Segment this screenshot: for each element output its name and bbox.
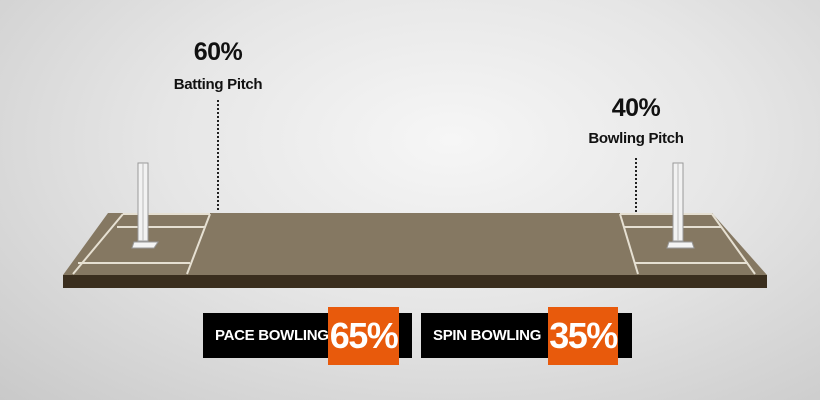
batting-percent: 60% <box>193 38 243 66</box>
left-stumps-icon <box>131 162 159 249</box>
bowling-percent: 40% <box>611 94 661 122</box>
pitch-surface <box>63 213 767 275</box>
spin-bowling-label: SPIN BOWLING <box>433 327 542 344</box>
bowling-label: Bowling Pitch <box>588 130 684 147</box>
pitch-edge <box>63 275 767 288</box>
right-stumps-icon <box>666 162 695 249</box>
pace-bowling-percent: 65% <box>328 307 399 365</box>
batting-label: Batting Pitch <box>173 76 263 93</box>
spin-bowling-percent: 35% <box>548 307 618 365</box>
pace-bowling-label: PACE BOWLING <box>215 327 329 344</box>
